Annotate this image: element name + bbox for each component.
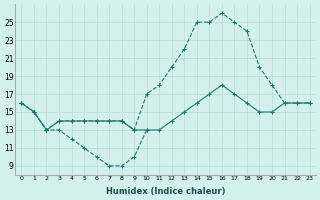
X-axis label: Humidex (Indice chaleur): Humidex (Indice chaleur) (106, 187, 225, 196)
